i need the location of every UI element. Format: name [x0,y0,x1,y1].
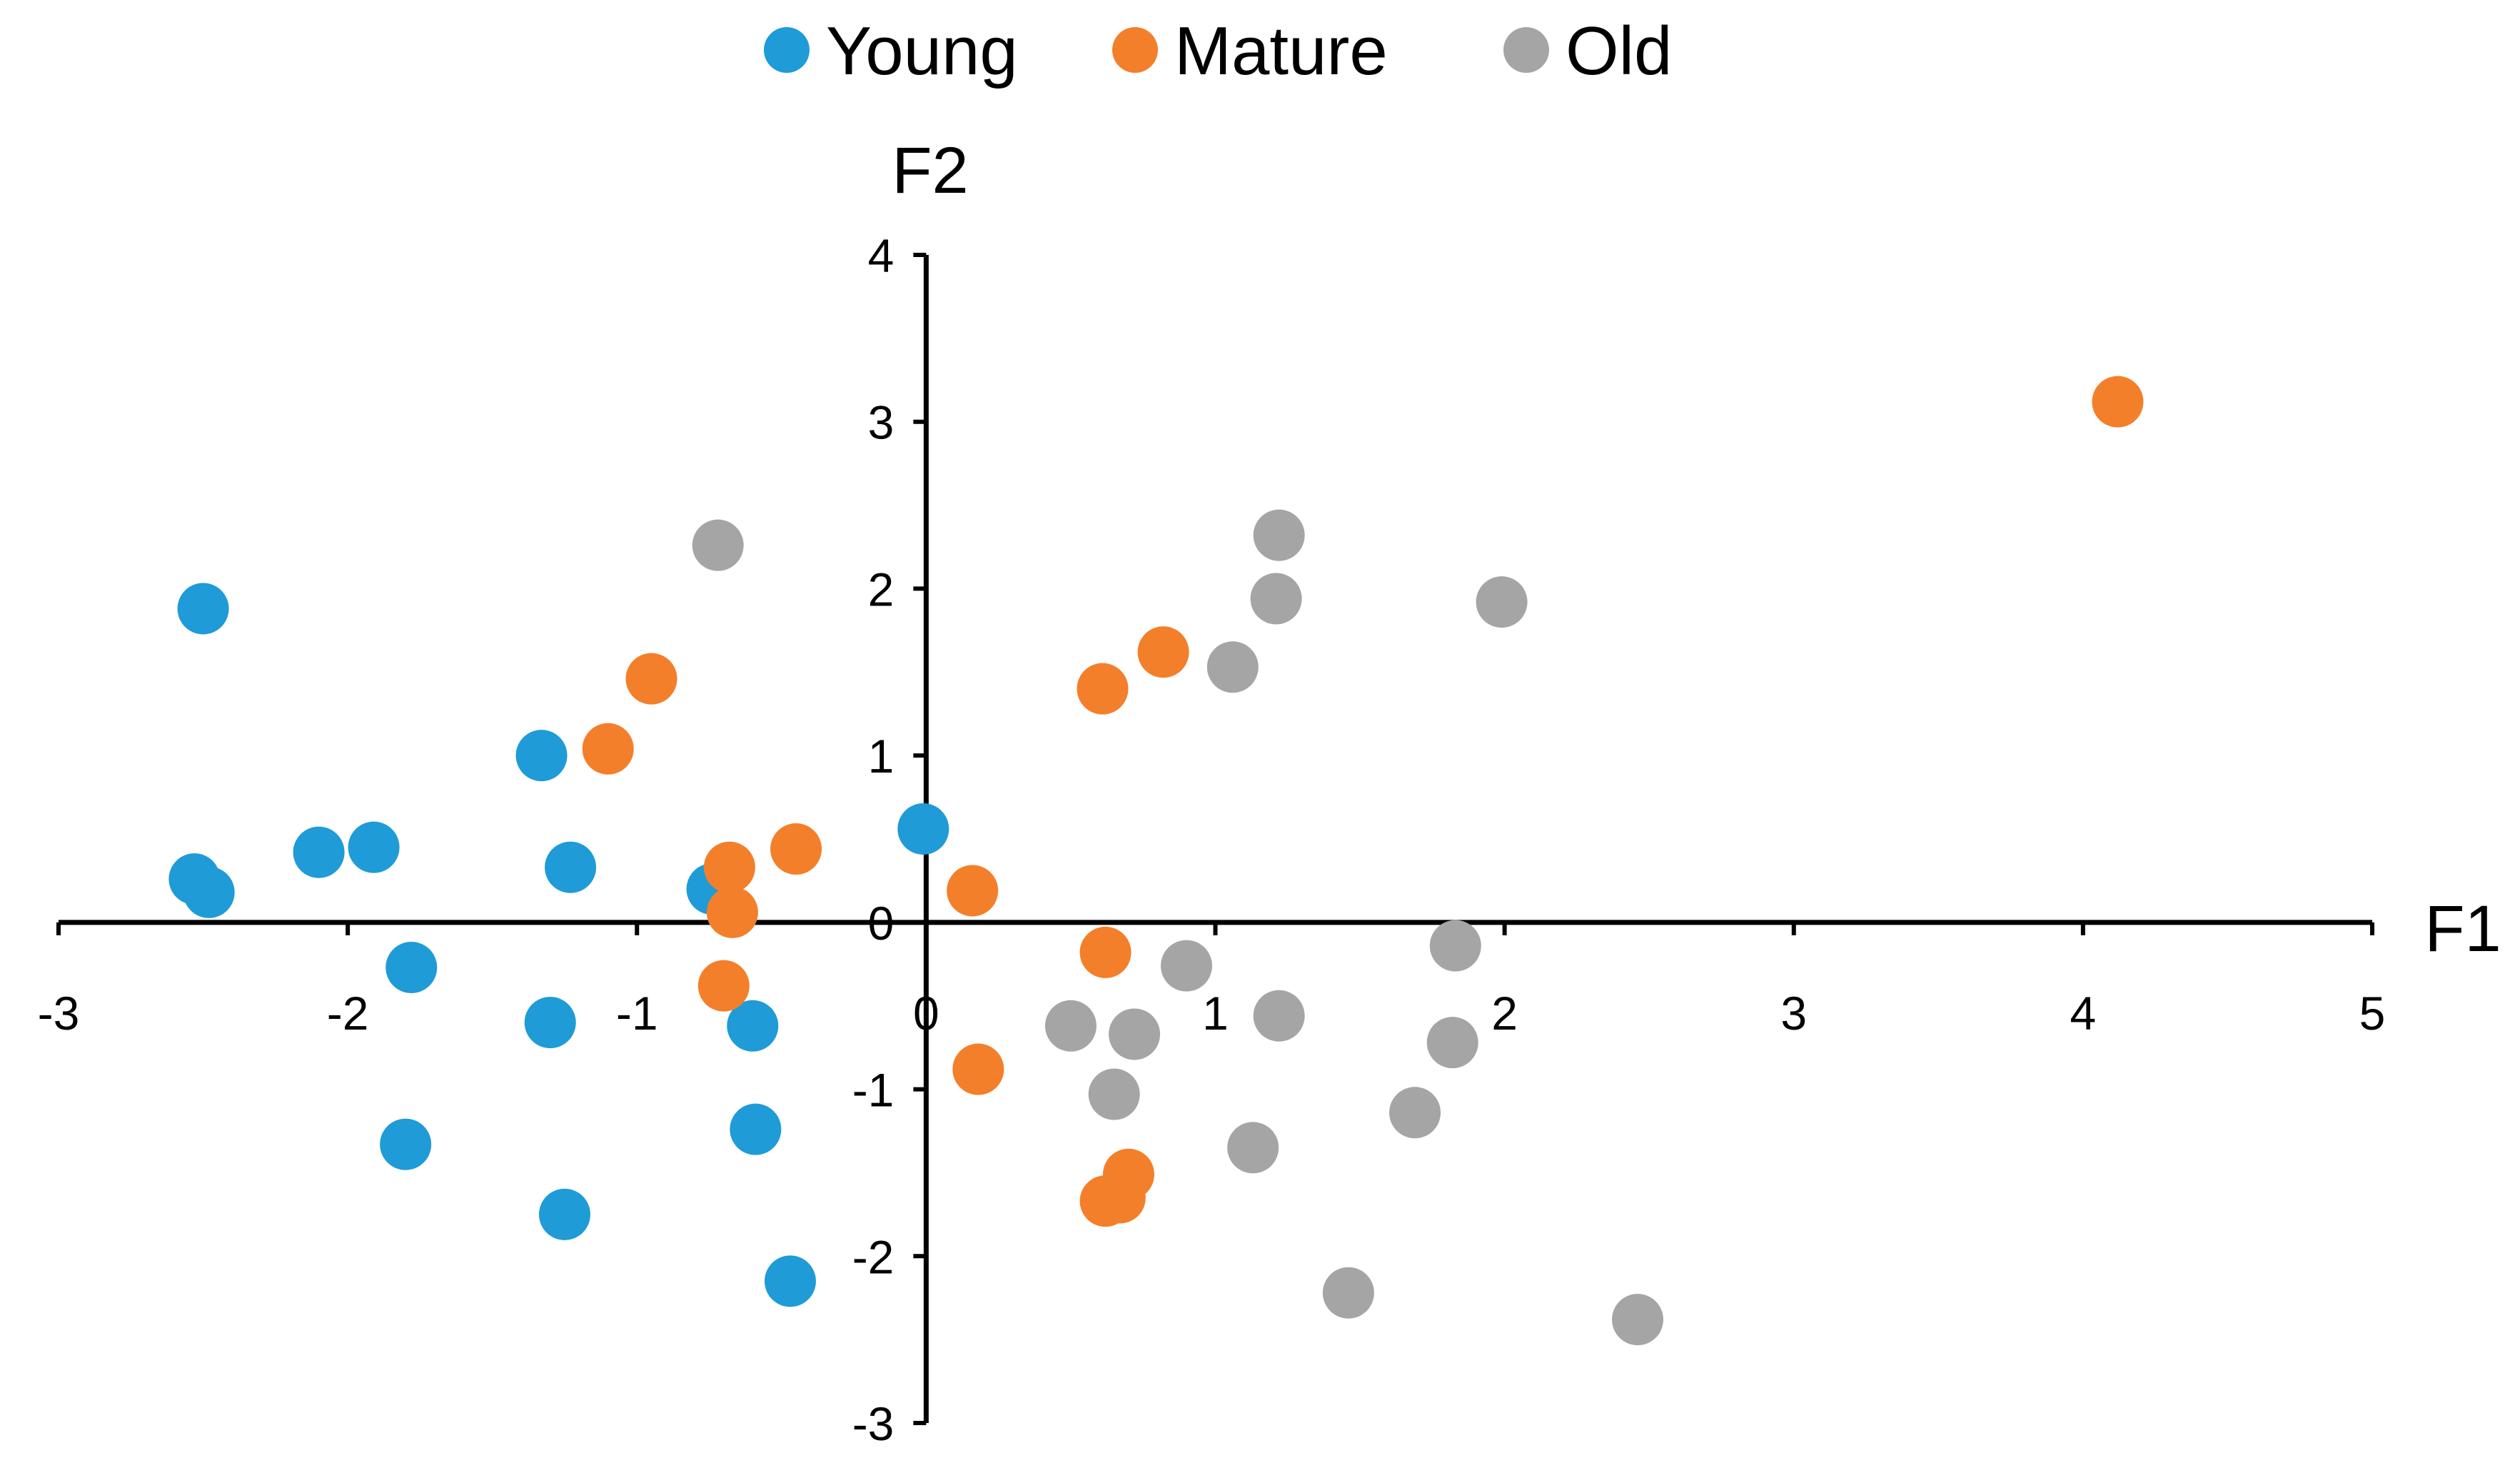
point-mature [703,841,755,893]
x-tick-label: 5 [2359,987,2386,1040]
y-tick-label: -1 [852,1064,894,1117]
y-tick-label: -2 [852,1230,894,1283]
point-old [1044,1000,1097,1052]
point-old [1206,641,1259,693]
point-young [293,826,345,878]
point-old [1109,1008,1161,1060]
point-old [1429,920,1481,972]
x-tick-label: 1 [1202,987,1229,1040]
point-old [1476,576,1528,628]
point-old [1250,573,1302,625]
point-old [1160,940,1212,992]
point-old [1253,509,1305,561]
x-axis-title: F1 [2424,893,2501,965]
point-old [1322,1267,1374,1319]
point-old [1253,990,1305,1042]
y-tick-label: 4 [868,229,894,282]
x-tick-label: 0 [913,987,939,1040]
point-young [385,941,438,993]
legend-label-mature: Mature [1174,13,1388,89]
point-young [538,1188,590,1240]
point-young [545,841,597,893]
point-mature [952,1043,1004,1095]
y-tick-label: 0 [868,897,894,950]
point-young [380,1118,432,1170]
point-young [524,997,576,1049]
y-tick-label: -3 [852,1397,894,1450]
point-mature [770,823,822,875]
point-mature [697,960,750,1012]
x-tick-label: 4 [2070,987,2097,1040]
point-young [897,803,949,855]
y-tick-label: 3 [868,396,894,449]
y-tick-label: 1 [868,730,894,783]
y-axis-title: F2 [892,134,968,207]
point-mature [1077,663,1129,715]
point-young [730,1103,782,1155]
point-mature [625,653,677,705]
point-young [727,1000,779,1052]
point-old [1611,1294,1663,1346]
legend-marker-young [764,27,810,73]
x-tick-label: -2 [327,987,369,1040]
point-mature [2092,376,2144,428]
legend-label-young: Young [826,13,1018,89]
data-points [168,376,2144,1346]
point-mature [947,865,999,917]
point-old [1088,1068,1140,1120]
y-tick-label: 2 [868,563,894,615]
point-young [183,866,235,918]
legend-marker-old [1503,27,1549,73]
legend-marker-mature [1112,27,1158,73]
x-tick-label: -1 [616,987,658,1040]
point-young [764,1255,816,1307]
point-old [1389,1087,1441,1139]
point-mature [1137,626,1189,678]
x-tick-label: -3 [38,987,80,1040]
point-young [515,730,568,782]
point-mature [706,886,758,938]
x-tick-label: 3 [1780,987,1807,1040]
point-old [1227,1122,1279,1174]
legend: Young Mature Old [764,13,1672,89]
x-tick-label: 2 [1491,987,1518,1040]
point-mature [1079,926,1132,978]
legend-label-old: Old [1566,13,1672,89]
point-mature [1094,1172,1146,1224]
point-young [348,821,400,873]
point-mature [582,723,634,775]
point-old [1426,1017,1478,1069]
axes: -3 -2 -1 0 1 2 3 4 5 -3 -2 -1 0 1 2 3 4 F1 F2 [38,134,2501,1450]
point-young [177,583,229,635]
point-old [692,519,744,571]
